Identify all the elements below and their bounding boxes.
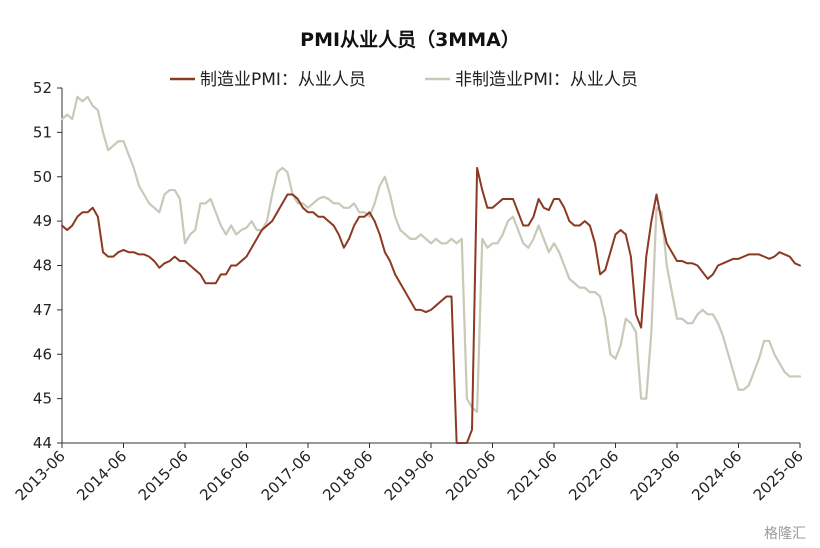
y-axis: 44 45 46 47 48 49 50 51 52 bbox=[33, 79, 63, 452]
y-tick-label: 48 bbox=[33, 257, 52, 275]
x-tick-label: 2022-06 bbox=[565, 447, 622, 504]
x-tick-label: 2015-06 bbox=[135, 447, 192, 504]
y-tick-label: 47 bbox=[33, 301, 52, 319]
series-line-non-manufacturing bbox=[60, 95, 802, 414]
y-tick-label: 46 bbox=[33, 345, 52, 363]
series-layer bbox=[60, 95, 802, 444]
legend-label-manufacturing: 制造业PMI：从业人员 bbox=[200, 70, 366, 90]
x-tick-label: 2023-06 bbox=[627, 447, 684, 504]
x-tick-label: 2019-06 bbox=[381, 447, 438, 504]
y-tick-label: 45 bbox=[33, 390, 52, 408]
legend-label-non-manufacturing: 非制造业PMI：从业人员 bbox=[455, 70, 638, 90]
x-axis: 2013-06 2014-06 2015-06 2016-06 2017-06 2018-… bbox=[12, 442, 807, 504]
chart-title: PMI从业人员（3MMA） bbox=[300, 28, 520, 51]
y-tick-label: 50 bbox=[33, 168, 52, 186]
x-tick-label: 2025-06 bbox=[750, 447, 807, 504]
x-tick-label: 2016-06 bbox=[196, 447, 253, 504]
series-line-manufacturing bbox=[61, 166, 801, 444]
x-tick-label: 2017-06 bbox=[258, 447, 315, 504]
x-tick-label: 2020-06 bbox=[442, 447, 499, 504]
x-tick-label: 2024-06 bbox=[688, 447, 745, 504]
legend: 制造业PMI：从业人员 非制造业PMI：从业人员 bbox=[170, 70, 638, 90]
x-tick-label: 2014-06 bbox=[73, 447, 130, 504]
y-tick-label: 51 bbox=[33, 123, 52, 141]
y-tick-label: 52 bbox=[33, 79, 52, 97]
x-tick-label: 2021-06 bbox=[504, 447, 561, 504]
x-tick-label: 2018-06 bbox=[319, 447, 376, 504]
watermark-text: 格隆汇 bbox=[764, 526, 806, 542]
y-tick-label: 49 bbox=[33, 212, 52, 230]
y-tick-label: 44 bbox=[33, 434, 52, 452]
x-tick-label: 2013-06 bbox=[12, 447, 69, 504]
